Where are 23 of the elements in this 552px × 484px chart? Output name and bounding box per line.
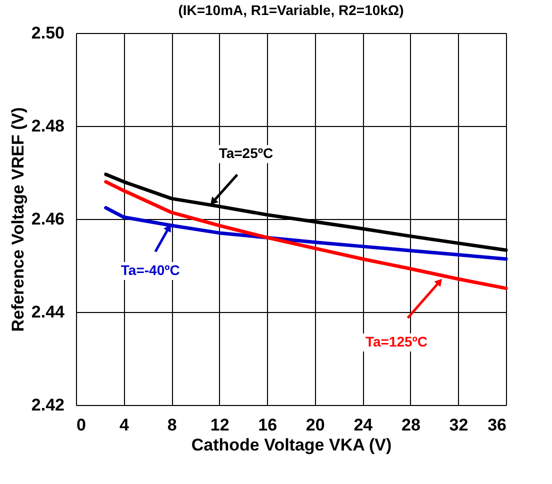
line-series xyxy=(104,180,508,290)
x-tick-label: 32 xyxy=(449,416,468,434)
x-tick-label: 28 xyxy=(401,416,420,434)
x-tick-label: 24 xyxy=(354,416,374,434)
y-tick-label: 2.44 xyxy=(31,302,66,322)
x-tick-label: 20 xyxy=(306,416,325,434)
annotation: Ta=25ºC xyxy=(218,145,274,162)
line-series xyxy=(104,206,508,261)
chart-subtitle: (IK=10mA, R1=Variable, R2=10kΩ) xyxy=(178,2,404,18)
x-tick-label: 36 xyxy=(488,416,506,434)
y-tick-label: 2.46 xyxy=(31,210,64,228)
x-tick-label: 4 xyxy=(120,416,130,434)
y-axis-title: Reference Voltage VREF (V) xyxy=(8,107,28,332)
x-tick-label: 16 xyxy=(258,416,278,434)
y-tick-label: 2.50 xyxy=(31,24,64,42)
annotation: Ta=125ºC xyxy=(365,333,428,350)
y-tick-label: 2.48 xyxy=(31,116,64,136)
y-tick-label: 2.42 xyxy=(31,396,64,414)
x-tick-label: 0 xyxy=(76,416,86,434)
annotation: Ta=-40ºC xyxy=(120,262,180,278)
x-axis-title: Cathode Voltage VKA (V) xyxy=(191,436,392,454)
x-tick-label: 12 xyxy=(210,416,230,434)
x-tick-label: 8 xyxy=(167,416,177,434)
